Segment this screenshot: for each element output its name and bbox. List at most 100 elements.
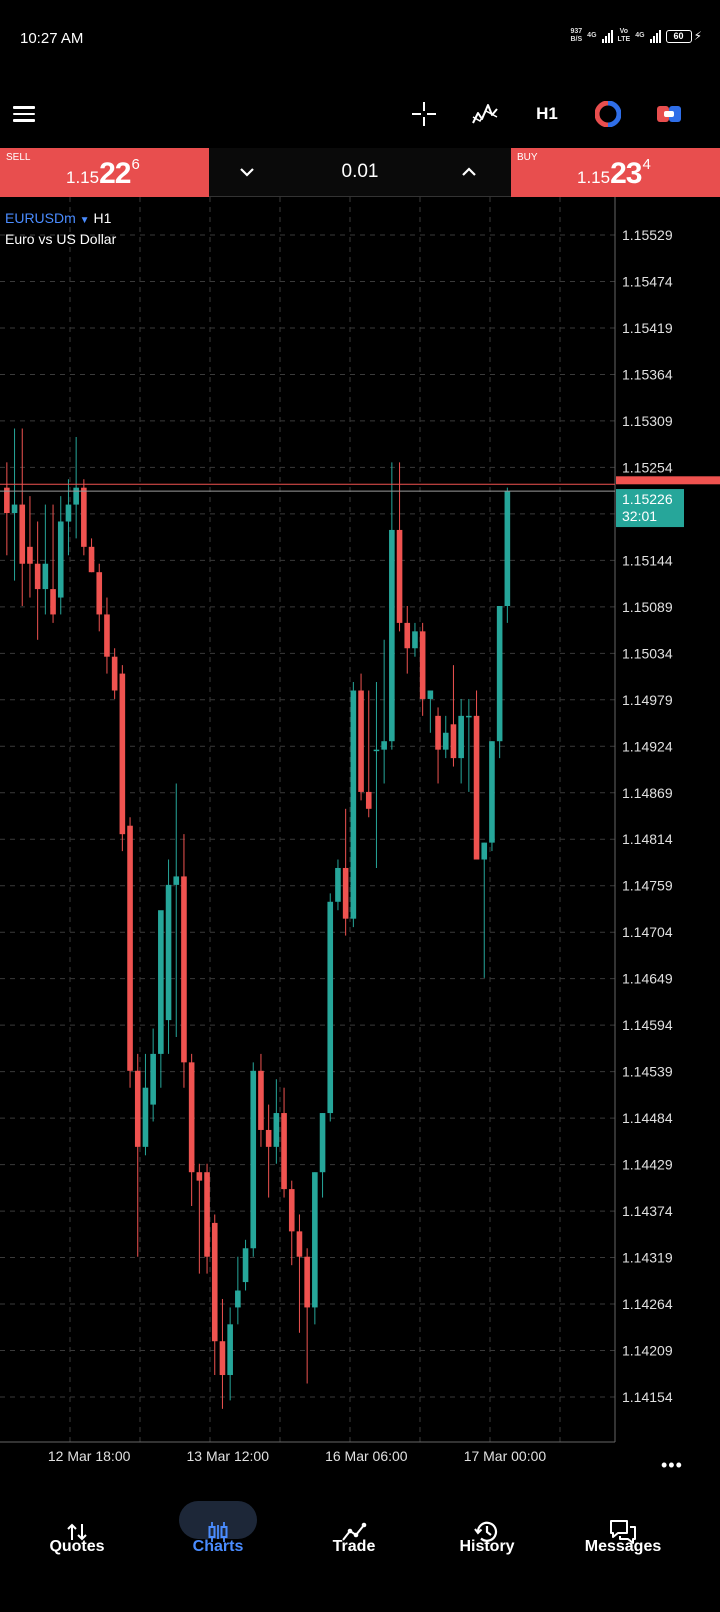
candle-body xyxy=(50,589,56,615)
nav-label-history: History xyxy=(459,1538,515,1555)
chart-symbol-info: EURUSDm ▼ H1 Euro vs US Dollar xyxy=(5,209,116,248)
sell-price-big: 22 xyxy=(99,157,131,190)
candle-body xyxy=(381,741,387,750)
y-tick-label: 1.14484 xyxy=(622,1110,673,1126)
candle-body xyxy=(419,631,426,699)
candle-body xyxy=(504,491,511,606)
y-tick-label: 1.15034 xyxy=(622,645,673,661)
volte-indicator: Vo LTE xyxy=(618,28,631,44)
candle-body xyxy=(211,1222,218,1342)
sell-price-prefix: 1.15 xyxy=(66,168,100,187)
candle-body xyxy=(273,1113,280,1147)
one-click-trade-panel: SELL 1.15226 0.01 BUY 1.15234 xyxy=(0,148,720,197)
sell-label: SELL xyxy=(6,152,31,163)
candle-body xyxy=(258,1070,264,1130)
candle-body xyxy=(389,529,395,742)
status-bar: 10:27 AM 937 B/S 4G Vo LTE 4G 60 ⚡ xyxy=(0,0,720,80)
signal-icon-2 xyxy=(649,29,661,43)
decrease-lot-button[interactable] xyxy=(235,160,259,184)
indicators-button[interactable] xyxy=(470,84,500,144)
y-tick-label: 1.14979 xyxy=(622,692,673,708)
candle-body xyxy=(81,487,87,547)
candle-body xyxy=(119,673,126,835)
candle-body xyxy=(142,1087,149,1147)
symbol-dropdown-icon[interactable]: ▼ xyxy=(79,215,90,226)
candle-body xyxy=(127,825,133,1071)
battery-icon: 60 ⚡ xyxy=(665,29,702,43)
lot-size-value[interactable]: 0.01 xyxy=(341,161,379,182)
candle-body xyxy=(235,1290,241,1308)
chart-toolbar: H1 xyxy=(0,84,720,144)
y-tick-label: 1.14319 xyxy=(622,1250,673,1266)
nav-quotes[interactable]: Quotes xyxy=(17,1500,137,1612)
y-tick-label: 1.14924 xyxy=(622,738,673,754)
candle-body xyxy=(165,884,172,1021)
candle-body xyxy=(404,622,411,649)
net-speed-unit: B/S xyxy=(570,36,583,43)
volte-bottom: LTE xyxy=(617,36,631,43)
trade-icon xyxy=(342,1522,367,1541)
buy-label: BUY xyxy=(517,152,538,163)
nav-messages[interactable]: Messages xyxy=(563,1500,683,1612)
network-type-2: 4G xyxy=(635,32,645,39)
one-click-trading-button[interactable] xyxy=(655,84,683,144)
y-tick-label: 1.14869 xyxy=(622,785,673,801)
candle-body xyxy=(34,563,41,590)
y-tick-label: 1.14429 xyxy=(622,1157,673,1173)
candle-body xyxy=(19,504,26,564)
net-speed-value: 937 xyxy=(570,28,583,35)
y-tick-label: 1.15309 xyxy=(622,413,673,429)
more-options-button[interactable]: ••• xyxy=(661,1455,683,1475)
ask-price-tag xyxy=(616,476,720,485)
candle-body xyxy=(227,1324,233,1376)
candle-body xyxy=(435,715,441,750)
y-tick-label: 1.14374 xyxy=(622,1203,673,1219)
candle-body xyxy=(96,572,103,615)
sell-button[interactable]: SELL 1.15226 xyxy=(0,148,209,197)
crosshair-icon xyxy=(412,102,436,126)
chart-color-button[interactable] xyxy=(594,84,622,144)
candle-body xyxy=(88,546,95,573)
nav-label-trade: Trade xyxy=(332,1538,376,1555)
candle-body xyxy=(196,1172,203,1181)
candle-body xyxy=(42,563,49,590)
candle-body xyxy=(27,546,33,564)
menu-button[interactable] xyxy=(10,84,38,144)
crosshair-button[interactable] xyxy=(410,84,438,144)
history-icon xyxy=(474,1521,498,1542)
candle-body xyxy=(489,741,495,843)
y-tick-label: 1.14814 xyxy=(622,831,673,847)
net-speed: 937 B/S xyxy=(570,28,582,44)
candle-body xyxy=(358,690,364,792)
timeframe-button[interactable]: H1 xyxy=(530,84,564,144)
one-click-trading-icon xyxy=(657,106,681,122)
price-chart[interactable]: 1.15529 1.15474 1.15419 1.15364 1.15309 1.152… xyxy=(0,197,720,1487)
y-tick-label: 1.15254 xyxy=(622,459,673,475)
status-time: 10:27 AM xyxy=(20,30,84,47)
candle-body xyxy=(134,1070,141,1147)
sell-price: 1.15226 xyxy=(66,156,140,191)
sell-price-sup: 6 xyxy=(131,156,140,173)
candle-body xyxy=(335,867,341,902)
candle-body xyxy=(73,487,79,505)
increase-lot-button[interactable] xyxy=(457,160,481,184)
buy-button[interactable]: BUY 1.15234 xyxy=(511,148,720,197)
candle-body xyxy=(458,715,464,759)
volte-top: Vo xyxy=(619,28,629,35)
nav-charts[interactable]: Charts xyxy=(158,1500,278,1612)
candle-body xyxy=(242,1248,249,1283)
candle-body xyxy=(496,605,503,742)
candle-body xyxy=(319,1113,326,1173)
nav-history[interactable]: History xyxy=(427,1500,547,1612)
candlestick-chart[interactable]: 1.15529 1.15474 1.15419 1.15364 1.15309 1.152… xyxy=(0,197,720,1487)
chart-color-icon xyxy=(595,101,621,127)
x-tick-label: 12 Mar 18:00 xyxy=(48,1448,131,1464)
lot-size-control: 0.01 xyxy=(209,148,511,197)
candle-body xyxy=(373,749,380,752)
chart-symbol[interactable]: EURUSDm xyxy=(5,210,76,226)
candle-body xyxy=(365,791,372,809)
nav-trade[interactable]: Trade xyxy=(294,1500,414,1612)
quotes-icon xyxy=(67,1523,87,1541)
candle-body xyxy=(481,842,488,860)
y-tick-label: 1.14154 xyxy=(622,1389,673,1405)
